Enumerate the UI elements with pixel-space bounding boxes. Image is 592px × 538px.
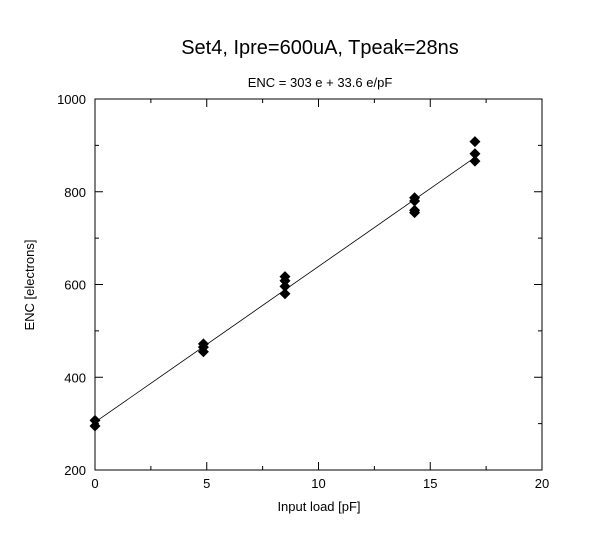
chart-title: Set4, Ipre=600uA, Tpeak=28ns <box>181 37 459 59</box>
data-point <box>279 288 291 300</box>
data-point <box>89 420 101 432</box>
data-point <box>89 414 101 426</box>
y-tick-label: 1000 <box>57 92 86 107</box>
chart-subtitle: ENC = 303 e + 33.6 e/pF <box>248 75 393 90</box>
data-point <box>469 136 481 148</box>
x-tick-label: 5 <box>203 476 210 491</box>
data-point <box>409 207 421 219</box>
x-tick-label: 20 <box>535 476 549 491</box>
y-tick-label: 800 <box>64 185 86 200</box>
y-tick-label: 400 <box>64 370 86 385</box>
x-axis-label: Input load [pF] <box>277 499 360 514</box>
data-point <box>469 148 481 160</box>
y-tick-label: 200 <box>64 463 86 478</box>
data-point <box>279 275 291 287</box>
y-tick-label: 600 <box>64 278 86 293</box>
data-point <box>409 195 421 207</box>
data-point <box>469 155 481 167</box>
x-tick-label: 15 <box>423 476 437 491</box>
data-point <box>279 280 291 292</box>
x-tick-label: 0 <box>91 476 98 491</box>
x-tick-label: 10 <box>311 476 325 491</box>
plot-area: 0 5 10 15 20 200 400 600 800 1000 <box>57 92 549 491</box>
data-point <box>197 346 209 358</box>
y-axis-label: ENC [electrons] <box>22 239 37 330</box>
